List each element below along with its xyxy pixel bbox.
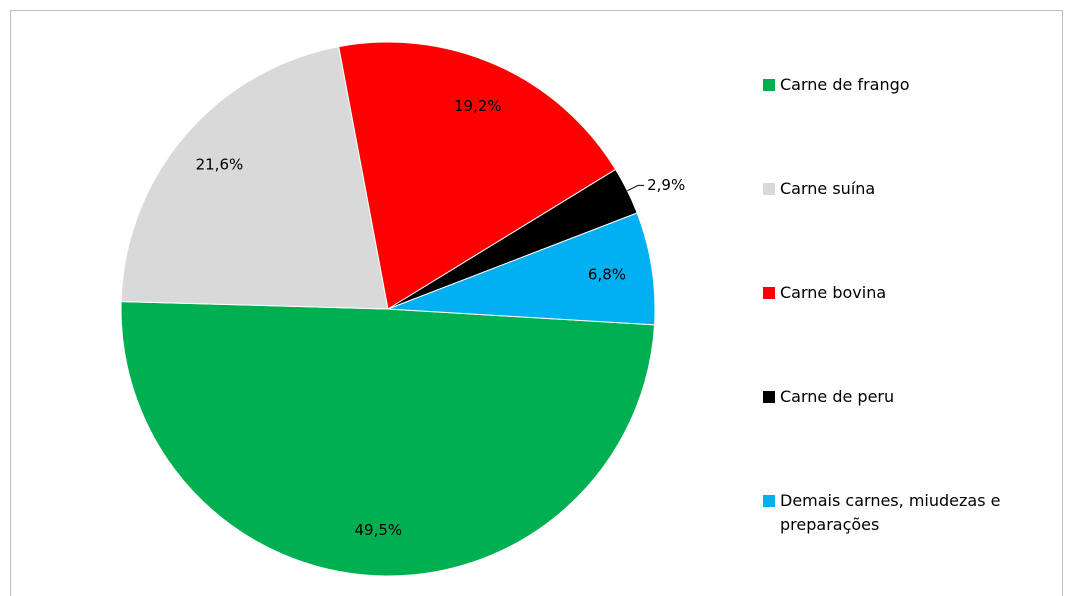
pie-slice (338, 41, 617, 310)
legend-swatch (763, 287, 775, 299)
data-label: 2,9% (647, 176, 685, 194)
legend-label: Carne de frango (780, 75, 910, 94)
data-label: 19,2% (454, 97, 502, 115)
data-label: 49,5% (355, 521, 403, 539)
data-label: 21,6% (196, 156, 244, 174)
legend-swatch (763, 391, 775, 403)
legend-swatch (763, 495, 775, 507)
pie-slice (387, 212, 656, 326)
legend-item: Carne de frango (760, 73, 1045, 97)
legend-swatch (763, 79, 775, 91)
legend-item: Carne suína (760, 177, 1045, 201)
legend-label: Carne de peru (780, 387, 895, 406)
legend-item: Carne de peru (760, 385, 1045, 409)
leader-line (627, 184, 645, 192)
legend-label: Carne suína (780, 179, 876, 198)
legend-item: Demais carnes, miudezas e preparações (760, 489, 1045, 537)
legend-swatch (763, 183, 775, 195)
legend-label: Carne bovina (780, 283, 887, 302)
pie-slice (120, 301, 656, 577)
pie-slice (120, 46, 389, 310)
chart-border (10, 10, 1063, 596)
legend-label: Demais carnes, miudezas e preparações (780, 491, 1001, 534)
data-label: 6,8% (588, 265, 626, 283)
legend-item: Carne bovina (760, 281, 1045, 305)
